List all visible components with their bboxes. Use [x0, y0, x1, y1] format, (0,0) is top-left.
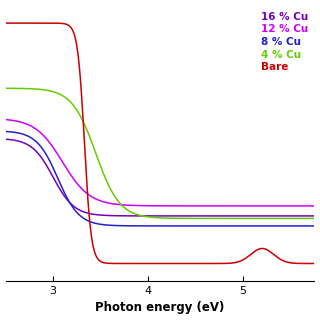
X-axis label: Photon energy (eV): Photon energy (eV)	[95, 301, 225, 315]
Legend: 16 % Cu, 12 % Cu, 8 % Cu, 4 % Cu, Bare: 16 % Cu, 12 % Cu, 8 % Cu, 4 % Cu, Bare	[260, 11, 309, 73]
